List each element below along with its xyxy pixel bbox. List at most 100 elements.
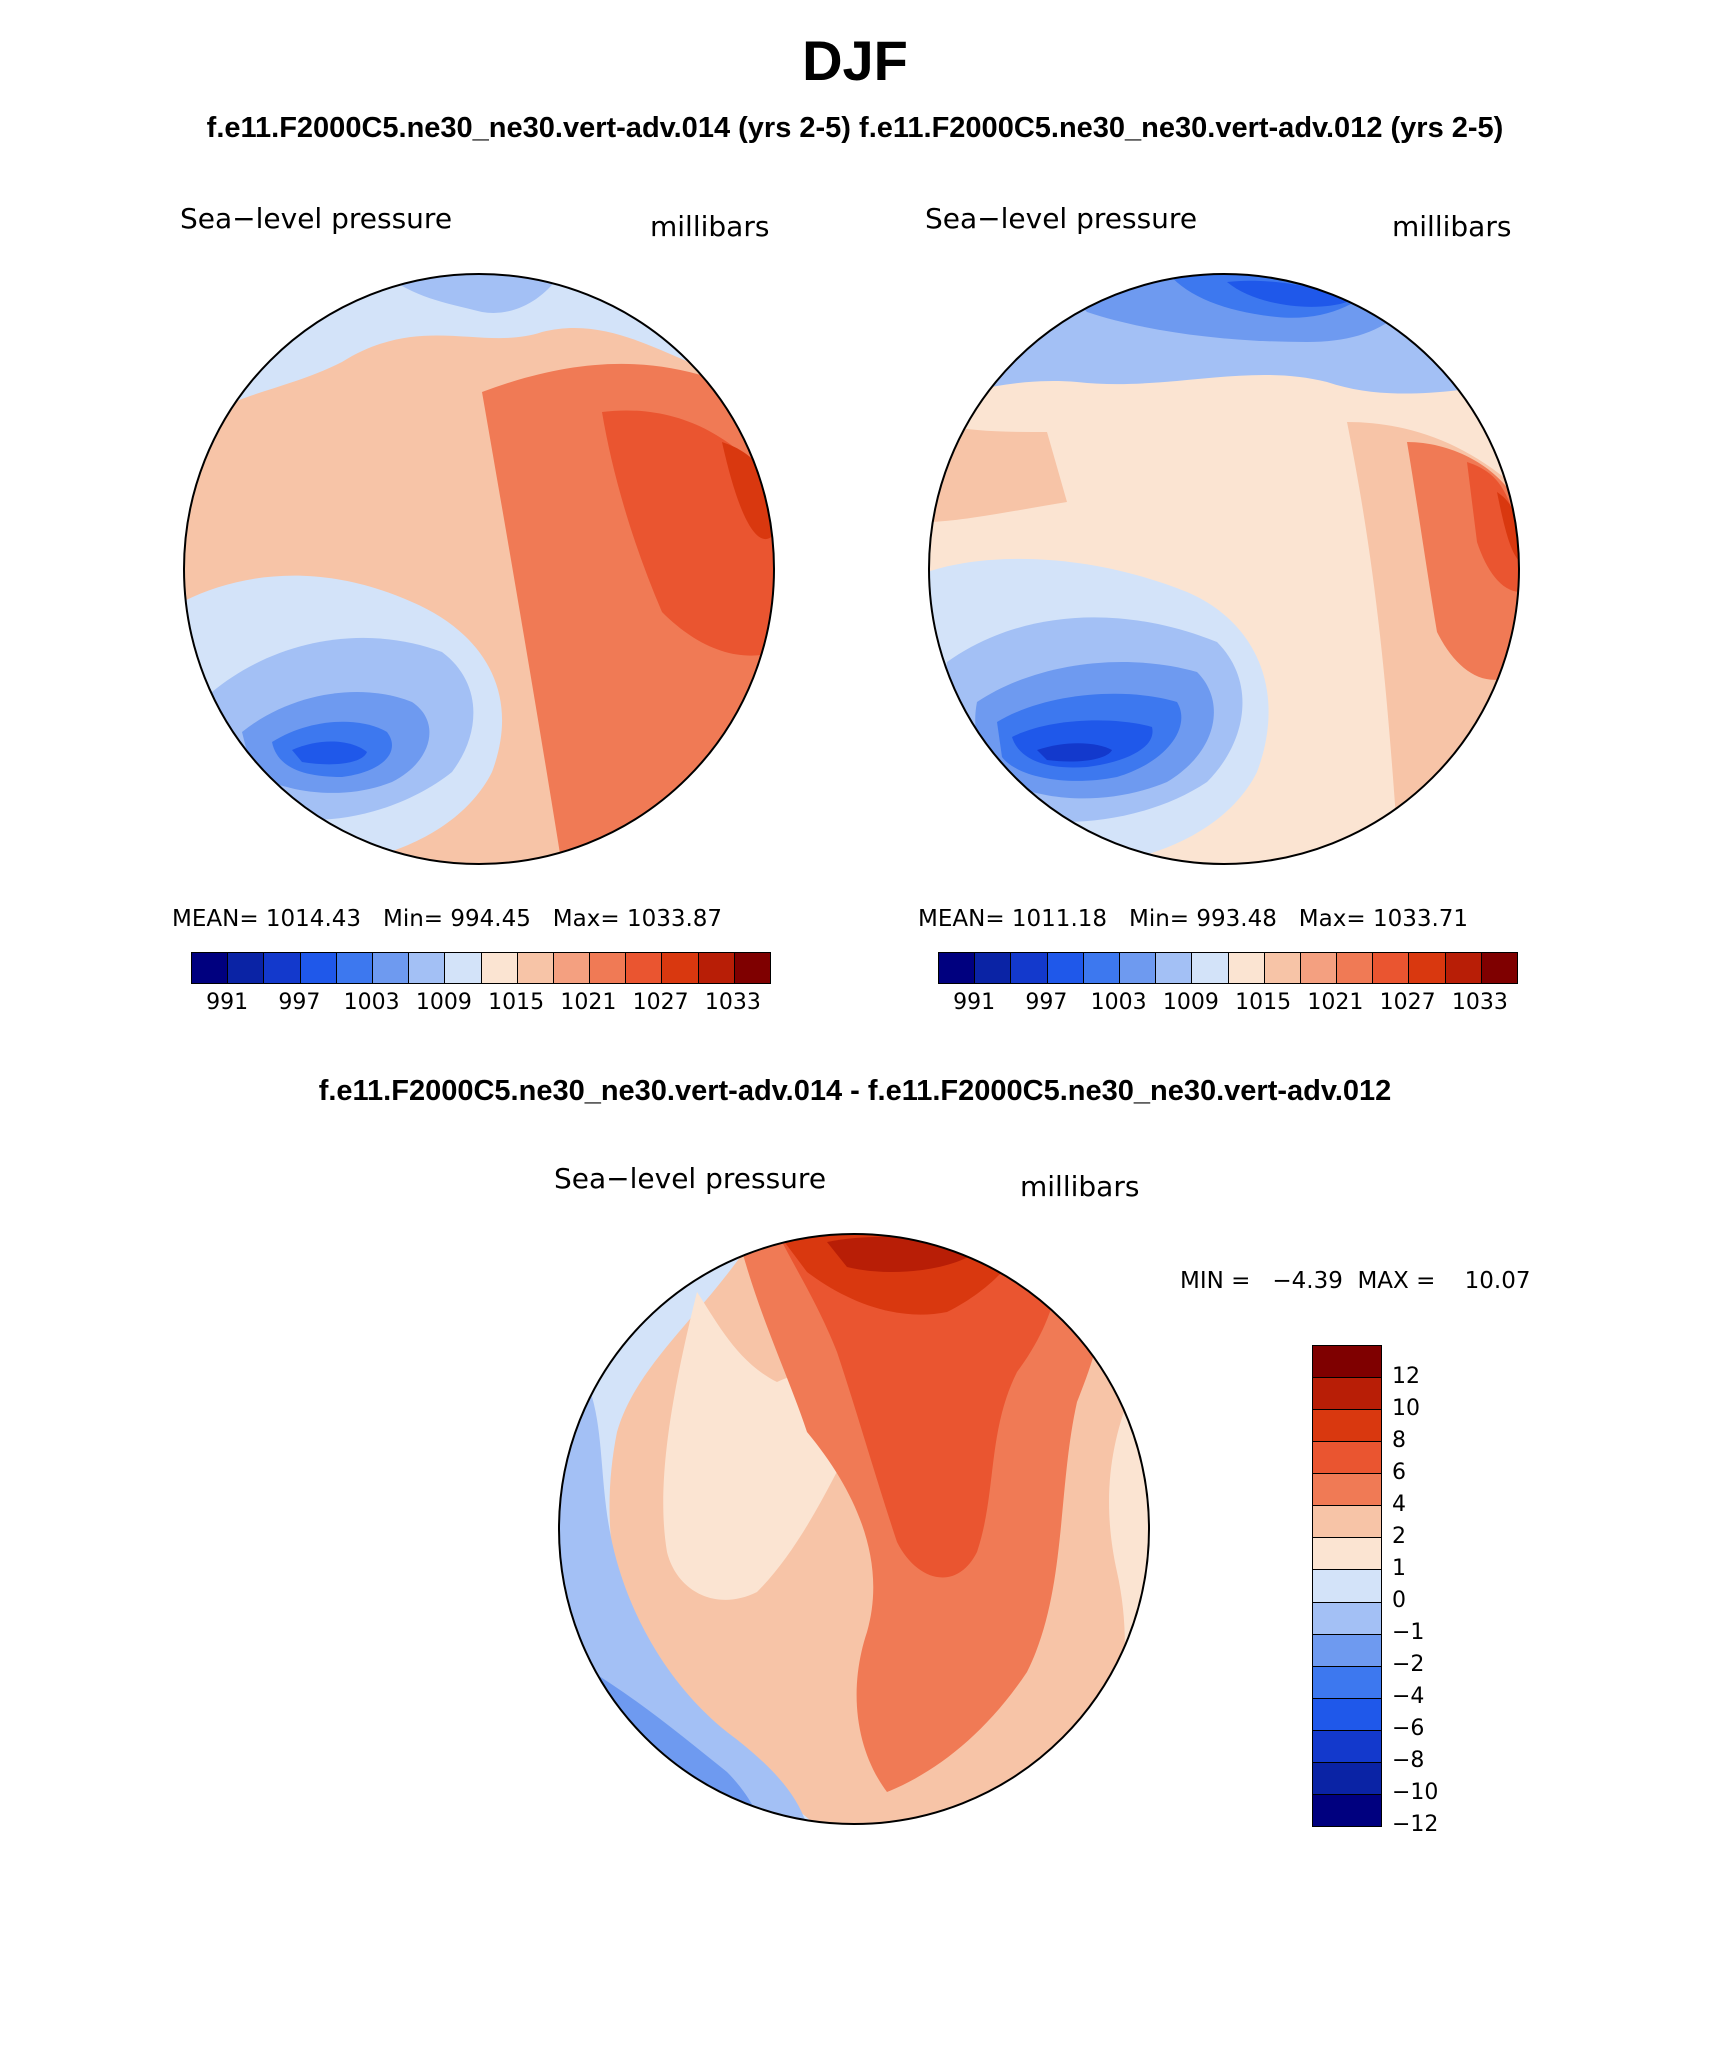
panel1-colorbar-swatch <box>263 953 300 983</box>
panel2-colorbar-swatch <box>1010 953 1047 983</box>
panel3-colorbar-tick-label: 2 <box>1392 1524 1406 1549</box>
panel2-variable-label: Sea−level pressure <box>925 202 1198 235</box>
panel3-colorbar-tick-label: 4 <box>1392 1492 1406 1517</box>
panel3-colorbar-tick-label: −2 <box>1392 1652 1425 1677</box>
panel2-colorbar-swatch <box>1299 953 1337 983</box>
panel3-colorbar-swatch <box>1313 1761 1381 1794</box>
panel3-colorbar-tick-label: 0 <box>1392 1588 1406 1613</box>
panel3-colorbar-swatch <box>1313 1409 1381 1442</box>
panel1-colorbar-swatch <box>516 953 553 983</box>
panel2-colorbar-swatch <box>1444 953 1481 983</box>
case-titles: f.e11.F2000C5.ne30_ne30.vert-adv.014 (yr… <box>0 112 1710 145</box>
panel1-colorbar-swatch <box>227 953 264 983</box>
panel3-colorbar-swatch <box>1313 1441 1381 1474</box>
panel1-colorbar-tick-label: 991 <box>206 990 249 1015</box>
panel3-colorbar-swatch <box>1313 1729 1381 1762</box>
panel1-variable-label: Sea−level pressure <box>180 202 453 235</box>
panel1-contour-east-peak <box>722 442 774 540</box>
panel1-colorbar-tick-label: 1015 <box>488 990 545 1015</box>
panel1-mean-value: 1014.43 <box>265 906 362 932</box>
panel2-colorbar-tick-label: 997 <box>1025 990 1068 1015</box>
panel1-colorbar-swatch <box>589 953 626 983</box>
panel1-colorbar-tick-label: 1021 <box>560 990 617 1015</box>
panel1-contour-north-inner <box>382 274 562 313</box>
panel1-colorbar-swatch <box>371 953 409 983</box>
panel2-colorbar-swatch <box>1263 953 1300 983</box>
panel3-polar-map <box>558 1233 1150 1825</box>
panel3-colorbar-swatch <box>1313 1473 1381 1506</box>
panel2-contour-west-ridge <box>929 422 1067 522</box>
panel3-contour-pos-6 <box>777 1234 1060 1578</box>
panel3-contour-weak-pos <box>663 1292 857 1600</box>
panel2-contour-west-low-core <box>1037 743 1112 762</box>
panel3-colorbar-swatch <box>1313 1569 1381 1602</box>
panel2-colorbar-swatch <box>1372 953 1409 983</box>
panel3-colorbar-tick-label: −12 <box>1392 1812 1439 1837</box>
panel3-colorbar-tick-label: 6 <box>1392 1460 1406 1485</box>
panel1-map-boundary <box>183 273 775 865</box>
panel1-colorbar-swatch <box>480 953 517 983</box>
difference-title: f.e11.F2000C5.ne30_ne30.vert-adv.014 - f… <box>318 1075 1392 1107</box>
panel2-colorbar-swatch <box>1191 953 1228 983</box>
panel2-colorbar-tick-label: 1027 <box>1379 990 1436 1015</box>
panel1-colorbar-tick-label: 1009 <box>415 990 472 1015</box>
panel2-colorbar-swatch <box>1336 953 1373 983</box>
panel3-colorbar-tick-label: −6 <box>1392 1716 1425 1741</box>
panel2-colorbar-tick-label: 991 <box>953 990 996 1015</box>
panel3-colorbar-swatch <box>1313 1537 1381 1570</box>
panel1-min-value: 994.45 <box>450 906 531 932</box>
panel2-stats: MEAN= 1011.18 Min= 993.48 Max= 1033.71 <box>918 906 1468 932</box>
panel1-colorbar-swatch <box>552 953 590 983</box>
panel2-max-label: Max= <box>1298 906 1366 932</box>
panel3-colorbar-swatch <box>1313 1377 1381 1410</box>
panel1-colorbar-tick-label: 1003 <box>343 990 400 1015</box>
panel2-colorbar-swatch <box>1408 953 1445 983</box>
panel2-colorbar-tick-label: 1009 <box>1162 990 1219 1015</box>
panel2-contour-east-high-3 <box>1467 462 1519 592</box>
panel2-max-value: 1033.71 <box>1372 906 1469 932</box>
panel2-contour-east-peak <box>1497 492 1519 562</box>
panel3-minmax: MIN = −4.39 MAX = 10.07 <box>1180 1268 1531 1294</box>
panel1-colorbar-swatch <box>299 953 336 983</box>
panel2-map-boundary <box>928 273 1520 865</box>
panel2-colorbar-swatch <box>1480 953 1517 983</box>
panel1-units-label: millibars <box>650 210 770 243</box>
panel3-colorbar-tick-label: −10 <box>1392 1780 1439 1805</box>
panel2-units-label: millibars <box>1392 210 1512 243</box>
panel2-colorbar-tick-label: 1003 <box>1090 990 1147 1015</box>
panel1-colorbar-swatch <box>733 953 770 983</box>
panel1-min-label: Min= <box>382 906 444 932</box>
panel1-colorbar-tick-label: 997 <box>278 990 321 1015</box>
panel3-units-label: millibars <box>1020 1170 1140 1203</box>
panel1-colorbar-swatch <box>192 953 228 983</box>
panel3-map-boundary <box>558 1233 1150 1825</box>
panel3-colorbar-tick-label: 8 <box>1392 1428 1406 1453</box>
panel2-min-value: 993.48 <box>1196 906 1277 932</box>
panel3-colorbar-ticks: 12 10 8 6 4 2 1 0 −1 −2 −4 −6 −8 −10 −12 <box>1392 1345 1462 1837</box>
panel3-colorbar-tick-label: −4 <box>1392 1684 1425 1709</box>
panel3-colorbar-swatch <box>1313 1346 1381 1378</box>
panel3-colorbar-tick-label: 12 <box>1392 1364 1420 1389</box>
panel3-colorbar-tick-label: −1 <box>1392 1620 1425 1645</box>
right-case-title: f.e11.F2000C5.ne30_ne30.vert-adv.012 (yr… <box>859 112 1504 144</box>
panel1-colorbar <box>191 952 771 984</box>
panel3-colorbar-tick-label: −8 <box>1392 1748 1425 1773</box>
panel2-colorbar-swatch <box>939 953 975 983</box>
panel2-colorbar-swatch <box>1155 953 1192 983</box>
panel2-colorbar-ticks: 991 997 1003 1009 1015 1021 1027 1033 <box>938 990 1516 1020</box>
panel1-colorbar-swatch <box>408 953 445 983</box>
panel3-colorbar-swatch <box>1313 1505 1381 1538</box>
panel2-colorbar-swatch <box>974 953 1011 983</box>
panel1-colorbar-tick-label: 1027 <box>632 990 689 1015</box>
panel2-colorbar-tick-label: 1033 <box>1451 990 1508 1015</box>
panel2-contour-north-core <box>1227 280 1347 307</box>
panel3-colorbar-swatch <box>1313 1665 1381 1698</box>
panel2-min-label: Min= <box>1128 906 1190 932</box>
panel1-contour-west-low-core <box>292 741 367 765</box>
panel3-variable-label: Sea−level pressure <box>554 1162 827 1195</box>
panel1-colorbar-tick-label: 1033 <box>704 990 761 1015</box>
panel1-colorbar-swatch <box>335 953 372 983</box>
panel1-polar-map <box>183 273 775 865</box>
panel3-colorbar-swatch <box>1313 1793 1381 1826</box>
panel1-max-label: Max= <box>552 906 620 932</box>
